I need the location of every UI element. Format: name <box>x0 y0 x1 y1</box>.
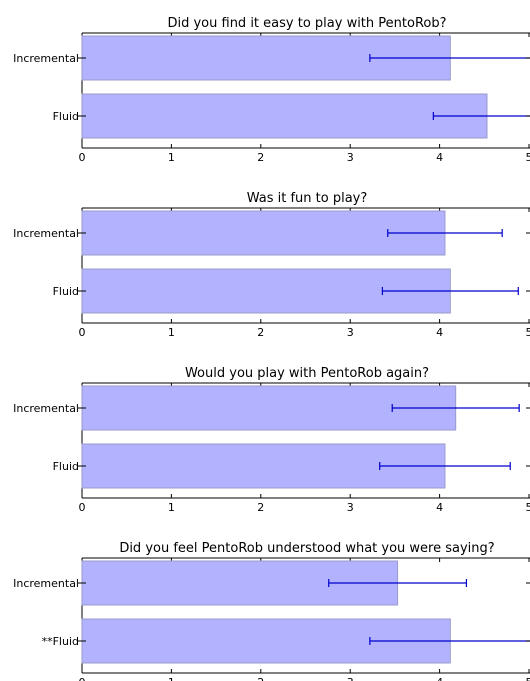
x-tick-label: 5 <box>526 676 530 681</box>
x-tick-label: 3 <box>347 151 354 164</box>
x-tick-label: 1 <box>168 326 175 339</box>
x-tick-label: 0 <box>79 501 86 514</box>
chart-title: Did you feel PentoRob understood what yo… <box>119 541 494 556</box>
category-label: Fluid <box>53 460 79 473</box>
category-label: Incremental <box>13 402 79 415</box>
chart-title: Did you find it easy to play with PentoR… <box>167 16 446 31</box>
category-label: Incremental <box>13 52 79 65</box>
x-tick-label: 4 <box>436 151 443 164</box>
category-label: **Fluid <box>42 635 79 648</box>
x-tick-label: 1 <box>168 501 175 514</box>
x-tick-label: 5 <box>526 151 530 164</box>
x-tick-label: 5 <box>526 501 530 514</box>
x-tick-label: 3 <box>347 326 354 339</box>
x-tick-label: 4 <box>436 501 443 514</box>
category-label: Incremental <box>13 577 79 590</box>
chart-title: Was it fun to play? <box>247 191 368 206</box>
x-tick-label: 2 <box>257 676 264 681</box>
x-tick-label: 3 <box>347 676 354 681</box>
x-tick-label: 2 <box>257 151 264 164</box>
category-label: Incremental <box>13 227 79 240</box>
x-tick-label: 2 <box>257 501 264 514</box>
x-tick-label: 5 <box>526 326 530 339</box>
x-tick-label: 4 <box>436 676 443 681</box>
bar <box>81 93 488 139</box>
x-tick-label: 4 <box>436 326 443 339</box>
chart-title: Would you play with PentoRob again? <box>185 366 429 381</box>
x-tick-label: 0 <box>79 676 86 681</box>
x-tick-label: 3 <box>347 501 354 514</box>
x-tick-label: 1 <box>168 151 175 164</box>
x-tick-label: 0 <box>79 151 86 164</box>
x-tick-label: 2 <box>257 326 264 339</box>
category-label: Fluid <box>53 285 79 298</box>
category-label: Fluid <box>53 110 79 123</box>
x-tick-label: 1 <box>168 676 175 681</box>
x-tick-label: 0 <box>79 326 86 339</box>
